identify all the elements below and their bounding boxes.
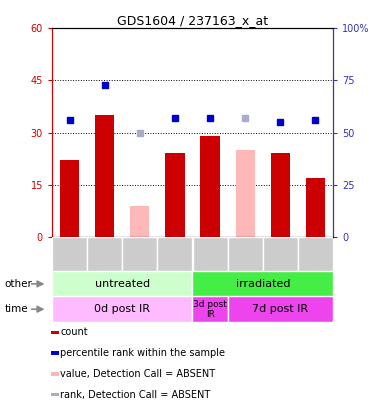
Text: untreated: untreated xyxy=(95,279,150,289)
Bar xyxy=(52,271,192,296)
Text: 3d post
IR: 3d post IR xyxy=(193,300,227,319)
Bar xyxy=(192,296,228,322)
Bar xyxy=(51,330,59,334)
Text: GDS1604 / 237163_x_at: GDS1604 / 237163_x_at xyxy=(117,14,268,27)
Bar xyxy=(122,237,157,271)
Bar xyxy=(87,237,122,271)
Bar xyxy=(51,352,59,355)
Bar xyxy=(228,237,263,271)
Text: percentile rank within the sample: percentile rank within the sample xyxy=(60,348,225,358)
Bar xyxy=(157,237,192,271)
Text: 7d post IR: 7d post IR xyxy=(252,304,308,314)
Bar xyxy=(95,115,114,237)
Bar xyxy=(306,178,325,237)
Bar xyxy=(236,150,255,237)
Bar xyxy=(60,160,79,237)
Bar xyxy=(52,296,192,322)
Text: irradiated: irradiated xyxy=(236,279,290,289)
Bar xyxy=(298,237,333,271)
Text: rank, Detection Call = ABSENT: rank, Detection Call = ABSENT xyxy=(60,390,211,400)
Bar xyxy=(192,271,333,296)
Bar xyxy=(51,372,59,375)
Bar xyxy=(165,153,184,237)
Bar xyxy=(51,393,59,396)
Bar xyxy=(52,237,87,271)
Bar xyxy=(201,136,220,237)
Text: count: count xyxy=(60,327,88,337)
Bar xyxy=(271,153,290,237)
Text: other: other xyxy=(5,279,32,289)
Bar xyxy=(263,237,298,271)
Bar xyxy=(192,237,228,271)
Text: 0d post IR: 0d post IR xyxy=(94,304,150,314)
Bar xyxy=(228,296,333,322)
Text: value, Detection Call = ABSENT: value, Detection Call = ABSENT xyxy=(60,369,216,379)
Bar xyxy=(130,206,149,237)
Text: time: time xyxy=(5,304,28,314)
